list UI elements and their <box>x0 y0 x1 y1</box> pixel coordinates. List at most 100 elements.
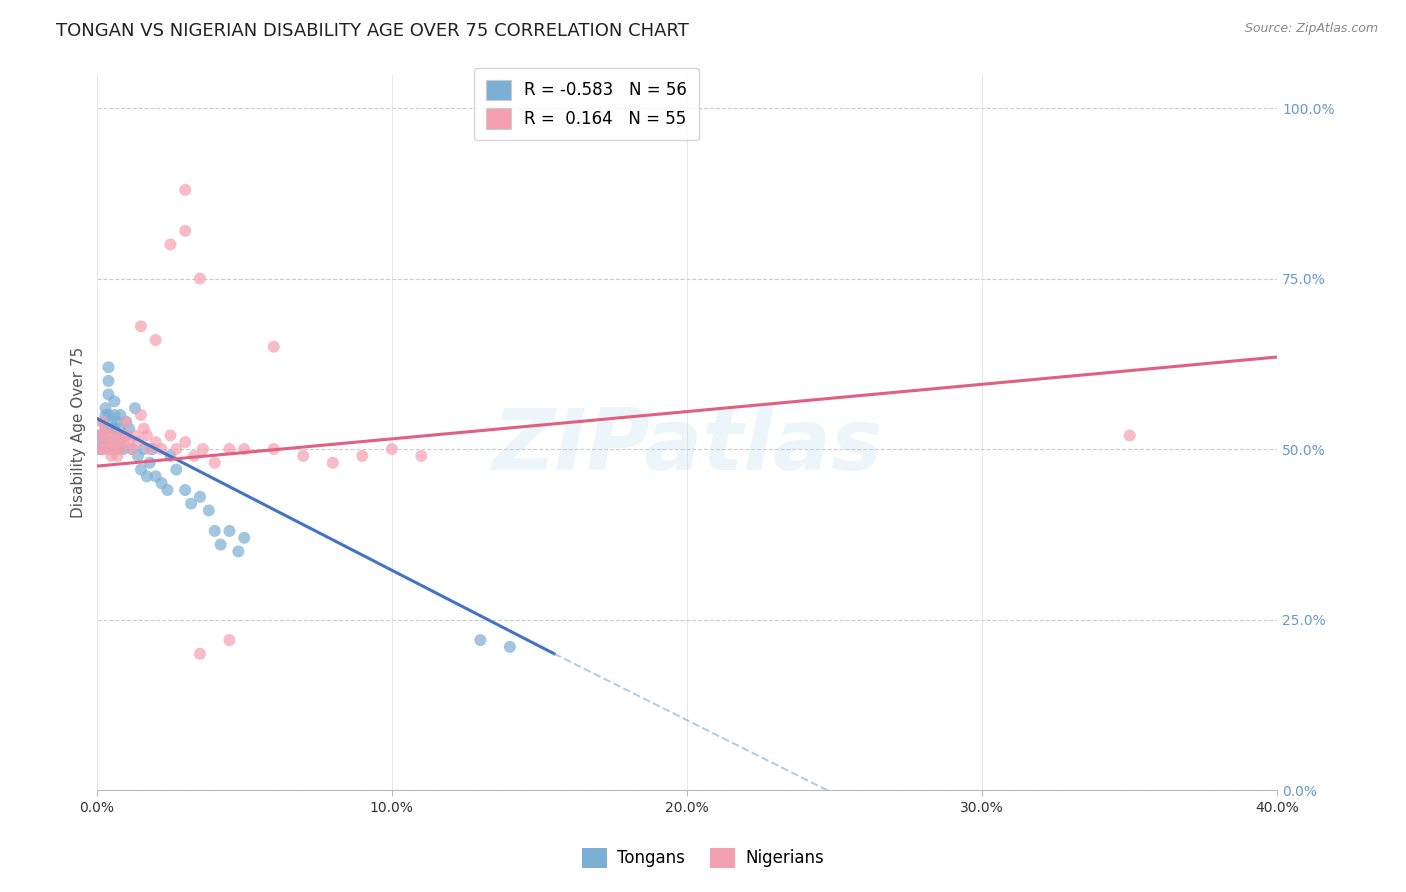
Point <box>218 524 240 538</box>
Point <box>150 442 173 456</box>
Point <box>204 524 226 538</box>
Point <box>124 428 146 442</box>
Point <box>1118 428 1140 442</box>
Point <box>352 449 374 463</box>
Point <box>115 415 138 429</box>
Point <box>204 456 226 470</box>
Point <box>233 442 256 456</box>
Point <box>411 449 433 463</box>
Point <box>100 449 122 463</box>
Point <box>135 469 157 483</box>
Point <box>103 422 125 436</box>
Point <box>110 408 132 422</box>
Point <box>112 428 135 442</box>
Point <box>135 428 157 442</box>
Point <box>292 449 315 463</box>
Point <box>97 408 120 422</box>
Point <box>174 224 197 238</box>
Point <box>91 415 114 429</box>
Point <box>159 428 181 442</box>
Point <box>159 449 181 463</box>
Point <box>233 531 256 545</box>
Point <box>100 422 122 436</box>
Point <box>110 422 132 436</box>
Point <box>121 442 143 456</box>
Point <box>100 442 122 456</box>
Point <box>105 435 128 450</box>
Point <box>139 456 162 470</box>
Point <box>97 428 120 442</box>
Point <box>103 408 125 422</box>
Point <box>91 442 114 456</box>
Point <box>159 237 181 252</box>
Point <box>103 394 125 409</box>
Point <box>100 435 122 450</box>
Point <box>127 449 149 463</box>
Point <box>89 435 111 450</box>
Point <box>112 442 135 456</box>
Point <box>174 435 197 450</box>
Point <box>145 469 167 483</box>
Text: ZIPatlas: ZIPatlas <box>492 405 882 488</box>
Point <box>132 442 155 456</box>
Legend: Tongans, Nigerians: Tongans, Nigerians <box>575 841 831 875</box>
Point <box>110 442 132 456</box>
Point <box>156 483 179 497</box>
Point <box>263 442 285 456</box>
Point <box>145 435 167 450</box>
Text: Source: ZipAtlas.com: Source: ZipAtlas.com <box>1244 22 1378 36</box>
Point <box>150 476 173 491</box>
Point <box>129 462 152 476</box>
Point <box>228 544 250 558</box>
Point <box>91 428 114 442</box>
Point <box>89 428 111 442</box>
Point <box>115 428 138 442</box>
Point <box>105 415 128 429</box>
Point <box>112 435 135 450</box>
Point <box>94 435 117 450</box>
Point <box>198 503 221 517</box>
Point <box>100 415 122 429</box>
Point <box>263 340 285 354</box>
Point <box>89 428 111 442</box>
Point <box>124 401 146 416</box>
Point <box>91 415 114 429</box>
Point <box>191 442 214 456</box>
Point <box>97 442 120 456</box>
Point <box>115 428 138 442</box>
Point <box>94 422 117 436</box>
Point <box>470 633 492 648</box>
Point <box>94 401 117 416</box>
Point <box>94 435 117 450</box>
Point <box>97 374 120 388</box>
Point <box>174 183 197 197</box>
Point <box>97 387 120 401</box>
Y-axis label: Disability Age Over 75: Disability Age Over 75 <box>72 346 86 517</box>
Point <box>322 456 344 470</box>
Point <box>110 435 132 450</box>
Point <box>110 428 132 442</box>
Point <box>91 442 114 456</box>
Point <box>100 442 122 456</box>
Point <box>188 271 211 285</box>
Point <box>129 319 152 334</box>
Point <box>89 442 111 456</box>
Point <box>218 442 240 456</box>
Legend: R = -0.583   N = 56, R =  0.164   N = 55: R = -0.583 N = 56, R = 0.164 N = 55 <box>474 68 699 140</box>
Point <box>142 442 165 456</box>
Point <box>115 415 138 429</box>
Text: TONGAN VS NIGERIAN DISABILITY AGE OVER 75 CORRELATION CHART: TONGAN VS NIGERIAN DISABILITY AGE OVER 7… <box>56 22 689 40</box>
Point <box>188 647 211 661</box>
Point <box>105 449 128 463</box>
Point <box>218 633 240 648</box>
Point <box>118 422 141 436</box>
Point <box>145 333 167 347</box>
Point <box>121 442 143 456</box>
Point <box>139 442 162 456</box>
Point <box>97 360 120 375</box>
Point <box>103 428 125 442</box>
Point <box>209 538 232 552</box>
Point <box>94 422 117 436</box>
Point <box>105 442 128 456</box>
Point <box>188 490 211 504</box>
